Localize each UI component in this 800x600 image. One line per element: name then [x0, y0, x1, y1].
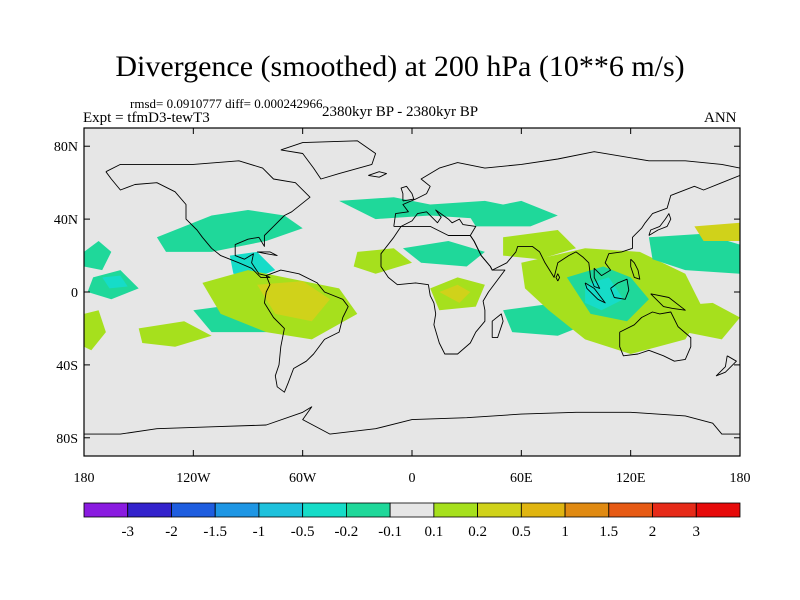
colorbar-label: 0.1	[424, 524, 443, 540]
colorbar-box	[608, 502, 653, 518]
colorbar-label: -1.5	[203, 524, 227, 540]
x-tick-label: 60W	[289, 471, 317, 486]
contour-region-10	[257, 281, 330, 322]
coastline-iceland	[368, 171, 387, 178]
coastline-madagascar	[491, 313, 504, 339]
contour-region-2	[102, 275, 128, 289]
colorbar-box	[433, 502, 478, 518]
coastline-sri-lanka	[555, 273, 561, 282]
coastline-japan	[648, 213, 672, 236]
colorbar-box	[171, 502, 216, 518]
colorbar-box	[477, 502, 522, 518]
y-tick-label: 0	[71, 286, 78, 301]
coastline-africa-south	[380, 225, 506, 355]
x-tick-label: 0	[409, 471, 416, 486]
colorbar-label: 0.2	[468, 524, 487, 540]
coastline-australia	[619, 311, 692, 362]
period-label: 2380kyr BP - 2380kyr BP	[322, 104, 479, 120]
colorbar-label: -1	[253, 524, 266, 540]
coastline-uk	[400, 185, 415, 202]
colorbar-box	[389, 502, 435, 518]
coastline-new-zealand	[715, 355, 737, 377]
contour-region-15	[466, 200, 558, 227]
coastline-north-america	[105, 160, 311, 278]
colorbar-label: -0.5	[291, 524, 315, 540]
x-tick-label: 180	[730, 471, 751, 486]
contour-region-22	[694, 222, 740, 241]
contour-region-11	[353, 248, 412, 274]
coastline-greenland	[280, 140, 377, 180]
y-axis: 80N 40N 0 40S 80S	[54, 140, 740, 447]
colorbar-box	[564, 502, 610, 518]
contour-region-0	[84, 241, 112, 271]
colorbar-label: 1	[561, 524, 569, 540]
experiment-label: Expt = tfmD3-tewT3	[83, 110, 210, 126]
colorbar-label: -3	[121, 524, 134, 540]
colorbar-label: 1.5	[599, 524, 618, 540]
contour-region-16	[503, 230, 576, 260]
colorbar-label: 2	[649, 524, 657, 540]
colorbar-label: 0.5	[512, 524, 531, 540]
coastline-philippines	[630, 258, 641, 280]
colorbar-label: -0.1	[378, 524, 402, 540]
y-tick-label: 80S	[56, 432, 78, 447]
colorbar-box	[520, 502, 566, 518]
colorbar-label: 3	[693, 524, 701, 540]
contour-region-3	[84, 310, 106, 351]
colorbar-box	[83, 502, 129, 518]
x-tick-label: 60E	[510, 471, 533, 486]
colorbar-box	[302, 502, 347, 518]
contour-region-14	[439, 284, 471, 303]
colorbar-box	[127, 502, 172, 518]
rmsd-diff-label: rmsd= 0.0910777 diff= 0.000242966	[130, 96, 323, 111]
contour-region-21	[648, 233, 740, 274]
coastline-borneo	[610, 278, 630, 300]
colorbar-label: -0.2	[335, 524, 359, 540]
coastline-south-america	[263, 269, 349, 393]
x-tick-label: 120W	[176, 471, 211, 486]
colorbar-box	[652, 502, 697, 518]
colorbar-label: -2	[165, 524, 178, 540]
x-tick-label: 120E	[616, 471, 646, 486]
contour-regions	[84, 197, 740, 354]
y-tick-label: 40S	[56, 359, 78, 374]
coastline-sumatra	[584, 282, 606, 304]
y-tick-label: 40N	[54, 213, 78, 228]
colorbar-box	[258, 502, 304, 518]
coastlines	[84, 140, 740, 435]
y-tick-label: 80N	[54, 140, 78, 155]
colorbar-box	[214, 502, 260, 518]
x-axis: 180 120W 60W 0 60E 120E 180	[74, 128, 751, 486]
season-label: ANN	[704, 110, 737, 126]
x-tick-label: 180	[74, 471, 95, 486]
contour-region-12	[402, 241, 485, 267]
plot-title: Divergence (smoothed) at 200 hPa (10**6 …	[115, 50, 685, 83]
coastline-antarctica	[84, 406, 740, 435]
contour-region-5	[156, 210, 303, 252]
coastline-new-guinea	[650, 293, 686, 311]
contour-region-4	[138, 321, 212, 347]
colorbar-box	[695, 502, 741, 518]
contour-region-23	[667, 302, 740, 340]
coastline-eurasia-africa	[393, 151, 740, 289]
colorbar-box	[345, 502, 391, 518]
coastline-cuba	[257, 251, 278, 257]
